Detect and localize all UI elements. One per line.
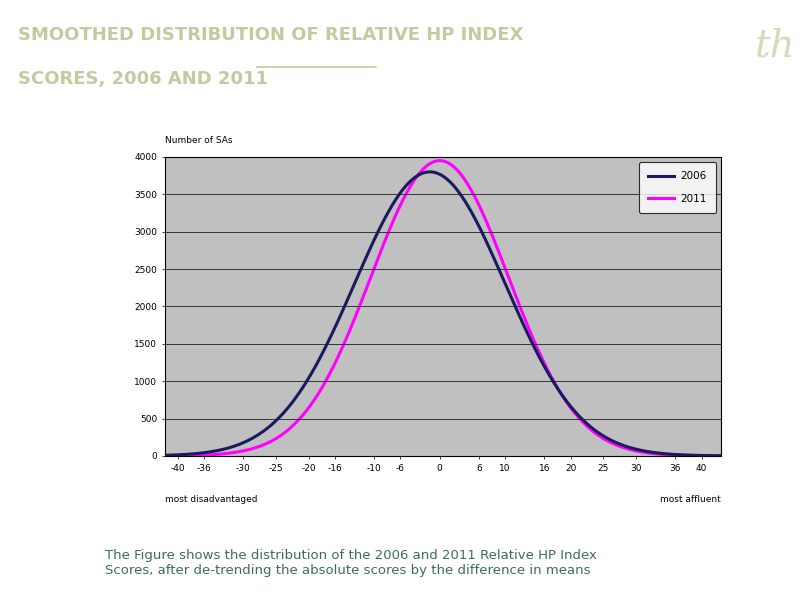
Legend: 2006, 2011: 2006, 2011 — [638, 162, 716, 214]
2006 — [182, 451, 191, 458]
Text: Number of SAs: Number of SAs — [165, 136, 232, 145]
2011 — [182, 452, 191, 459]
2006 — [701, 452, 710, 459]
Line: 2006: 2006 — [158, 172, 722, 456]
Line: 2011: 2011 — [158, 161, 722, 456]
Text: most disadvantaged: most disadvantaged — [165, 495, 257, 504]
Text: th: th — [755, 27, 796, 64]
2011 — [427, 159, 437, 166]
2011 — [700, 452, 709, 459]
2006 — [700, 452, 709, 459]
2006 — [412, 173, 422, 180]
2011 — [435, 157, 444, 164]
2006 — [597, 431, 607, 439]
Text: SMOOTHED DISTRIBUTION OF RELATIVE HP INDEX: SMOOTHED DISTRIBUTION OF RELATIVE HP IND… — [18, 26, 523, 45]
Text: SCORES, 2006 AND 2011: SCORES, 2006 AND 2011 — [18, 70, 267, 88]
2011 — [154, 452, 163, 459]
2006 — [717, 452, 726, 459]
2011 — [412, 173, 422, 180]
2011 — [597, 434, 607, 441]
Text: The Figure shows the distribution of the 2006 and 2011 Relative HP Index
Scores,: The Figure shows the distribution of the… — [105, 549, 597, 577]
2006 — [425, 168, 435, 176]
2006 — [154, 452, 163, 459]
2006 — [427, 168, 437, 176]
2011 — [717, 452, 726, 459]
Text: most affluent: most affluent — [660, 495, 722, 504]
2011 — [701, 452, 710, 459]
